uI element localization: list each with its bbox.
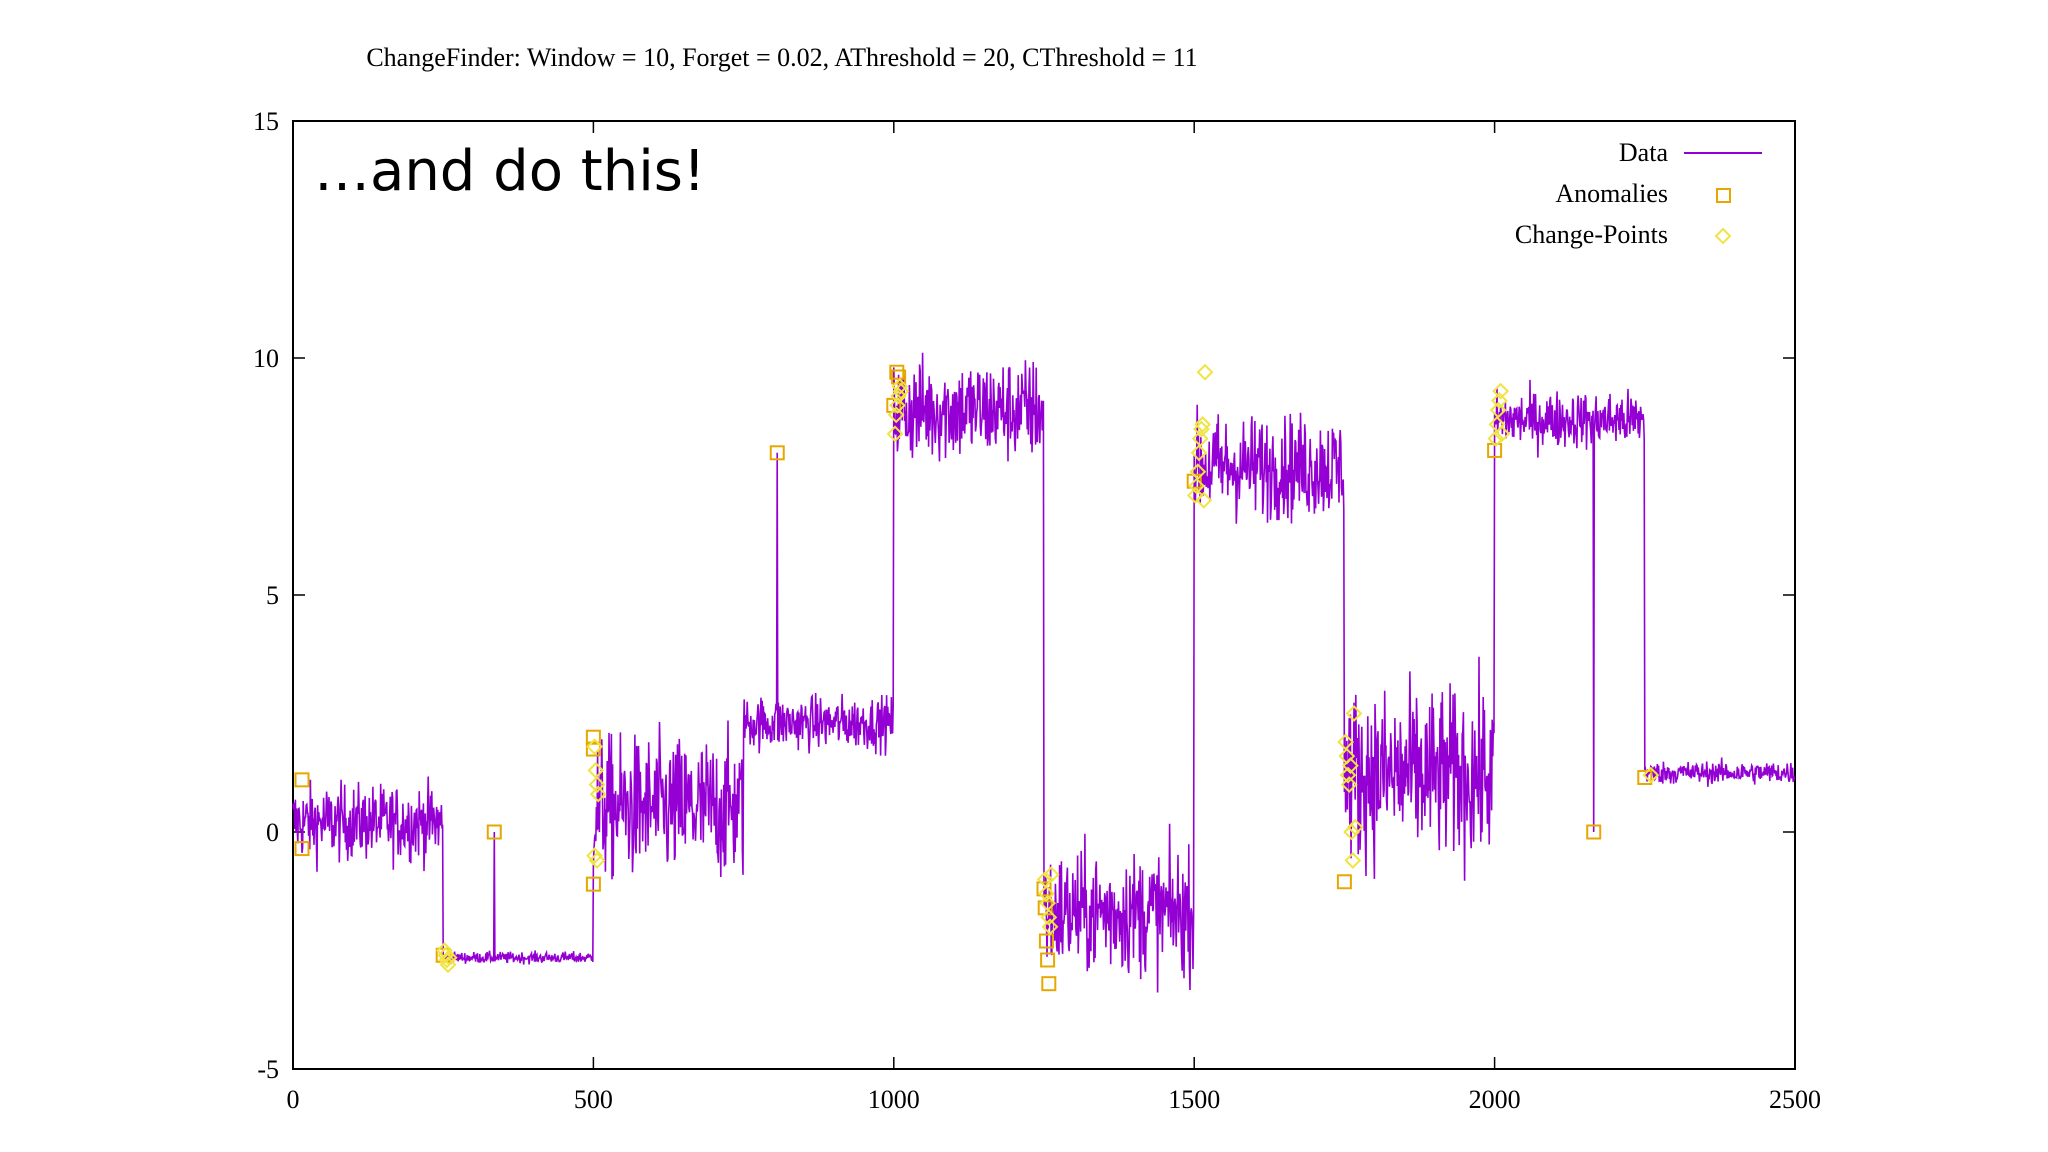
data-series-line [292,352,1796,993]
anomaly-point [486,824,502,840]
legend: Data Anomalies Change-Points [1515,138,1762,249]
y-tick-label: -5 [257,1055,279,1084]
x-tick-label: 1000 [868,1085,920,1114]
change-point [440,949,458,967]
anomaly-point [1586,824,1602,840]
change-point [1188,477,1206,495]
anomaly-point [585,729,601,745]
change-point [1190,444,1208,462]
change-point [1490,392,1508,410]
change-point [1346,818,1364,836]
anomaly-point [1336,874,1352,890]
axis-ticks: 0 500 1000 1500 2000 2500 -5 0 5 10 15 [253,107,1821,1114]
change-point [1492,382,1510,400]
change-point [586,738,604,756]
anomaly-point [585,876,601,892]
anomaly-point [1041,976,1057,992]
anomaly-point [769,445,785,461]
anomaly-point [1040,952,1056,968]
change-point [1191,430,1209,447]
change-point [1194,415,1212,433]
data-series-layer [292,352,1796,993]
change-point [1195,491,1213,509]
anomalies-layer [294,364,1653,992]
x-tick-label: 2000 [1469,1085,1521,1114]
chart-title: ChangeFinder: Window = 10, Forget = 0.02… [366,43,1197,72]
change-point [1337,733,1355,751]
change-point [587,761,605,779]
anomaly-point [1637,769,1653,785]
change-point [1196,363,1214,381]
change-point [1340,776,1358,794]
anomaly-point [889,364,905,380]
x-tick-label: 0 [287,1085,300,1114]
change-point [588,852,606,869]
change-point [1036,870,1054,888]
change-point [1487,430,1505,447]
y-tick-label: 5 [266,581,279,610]
change-point [1339,766,1357,784]
change-point [1186,487,1204,504]
anomaly-point [891,369,907,385]
x-tick-label: 2500 [1769,1085,1821,1114]
change-point [1041,918,1059,936]
change-point [588,776,606,794]
x-tick-label: 500 [574,1085,613,1114]
change-point [891,378,909,395]
change-point [887,406,905,424]
change-point [1343,823,1361,841]
legend-label-change-points: Change-Points [1515,220,1668,249]
y-tick-label: 0 [266,818,279,847]
legend-label-data: Data [1619,138,1669,167]
anomaly-point [1036,881,1052,897]
change-points-layer [435,363,1660,974]
change-point [586,847,604,865]
change-point [886,425,904,443]
change-point [890,387,908,405]
change-point [1341,757,1359,775]
change-point [1493,425,1511,443]
change-point [1345,705,1363,722]
change-point [589,785,607,803]
change-point [1642,766,1660,784]
change-point [888,396,906,414]
change-point [1189,463,1207,481]
slide-annotation: …and do this! [314,139,705,204]
legend-label-anomalies: Anomalies [1555,179,1668,208]
anomaly-point [294,772,310,788]
change-point [1344,852,1362,869]
y-tick-label: 10 [253,344,279,373]
x-tick-label: 1500 [1168,1085,1220,1114]
legend-swatch-anomalies [1716,188,1731,203]
anomaly-point [1038,933,1054,949]
change-point [892,382,910,400]
change-point [435,942,453,959]
legend-swatch-change-points [1714,227,1732,245]
change-point [1489,401,1507,419]
change-point [1037,885,1055,903]
change-point [1042,866,1060,884]
y-tick-label: 15 [253,107,279,136]
change-point [1040,908,1058,926]
anomaly-point [294,841,310,857]
change-point [1039,894,1057,912]
